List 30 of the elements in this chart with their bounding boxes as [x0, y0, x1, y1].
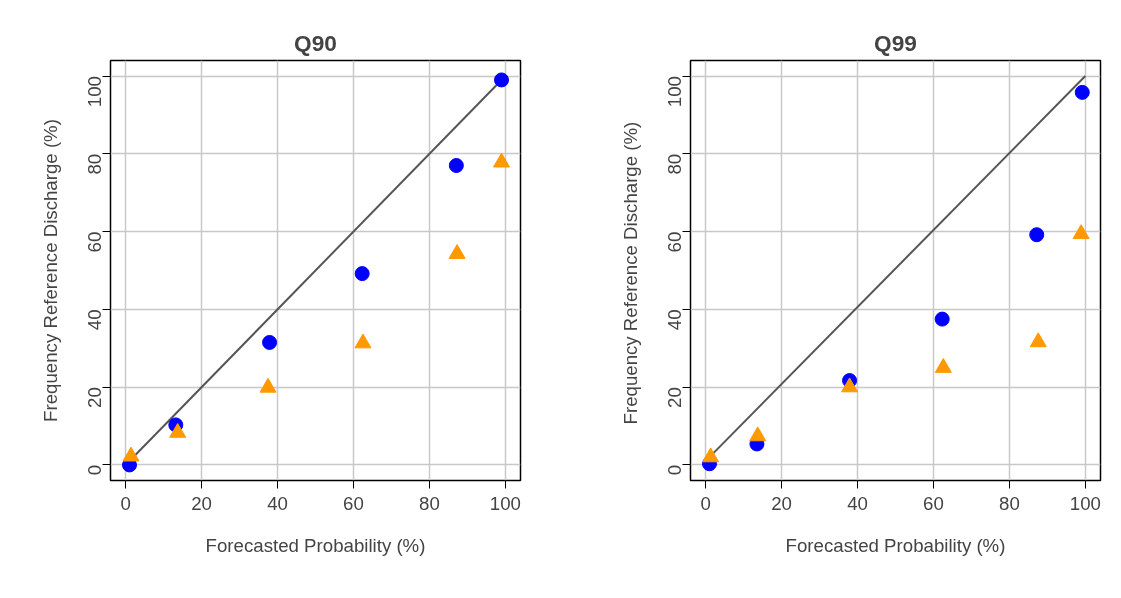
x-tick-label: 20 — [771, 492, 792, 514]
x-tick-label: 40 — [267, 492, 288, 514]
y-tick-label: 60 — [664, 231, 685, 253]
x-tick-label: 60 — [343, 492, 364, 514]
x-axis-title: Forecasted Probability (%) — [785, 534, 1006, 556]
chart-title: Q90 — [294, 29, 337, 56]
y-tick-label: 0 — [84, 464, 105, 476]
y-tick-label: 40 — [664, 309, 685, 331]
y-tick-label: 80 — [664, 153, 685, 175]
y-tick-label: 100 — [84, 76, 105, 108]
y-tick-label: 20 — [84, 387, 105, 408]
x-tick-label: 80 — [999, 492, 1020, 514]
y-tick-label: 0 — [664, 464, 685, 476]
y-tick-label: 80 — [84, 153, 105, 175]
y-tick-label: 40 — [84, 309, 105, 331]
y-tick-label: 60 — [84, 231, 105, 253]
x-tick-label: 20 — [191, 492, 212, 514]
x-tick-label: 100 — [1069, 492, 1101, 514]
x-tick-label: 40 — [847, 492, 868, 514]
y-tick-label: 100 — [664, 76, 685, 108]
y-tick-label: 20 — [664, 387, 685, 408]
chart-title: Q99 — [874, 29, 917, 56]
x-tick-label: 0 — [120, 492, 131, 514]
x-tick-label: 0 — [700, 492, 711, 514]
x-tick-label: 80 — [419, 492, 440, 514]
x-axis-title: Forecasted Probability (%) — [205, 534, 426, 556]
y-axis-title: Frequency Reference Discharge (%) — [619, 121, 641, 425]
y-axis-title: Frequency Reference Discharge (%) — [39, 119, 61, 422]
x-tick-label: 100 — [489, 492, 521, 514]
x-tick-label: 60 — [923, 492, 944, 514]
